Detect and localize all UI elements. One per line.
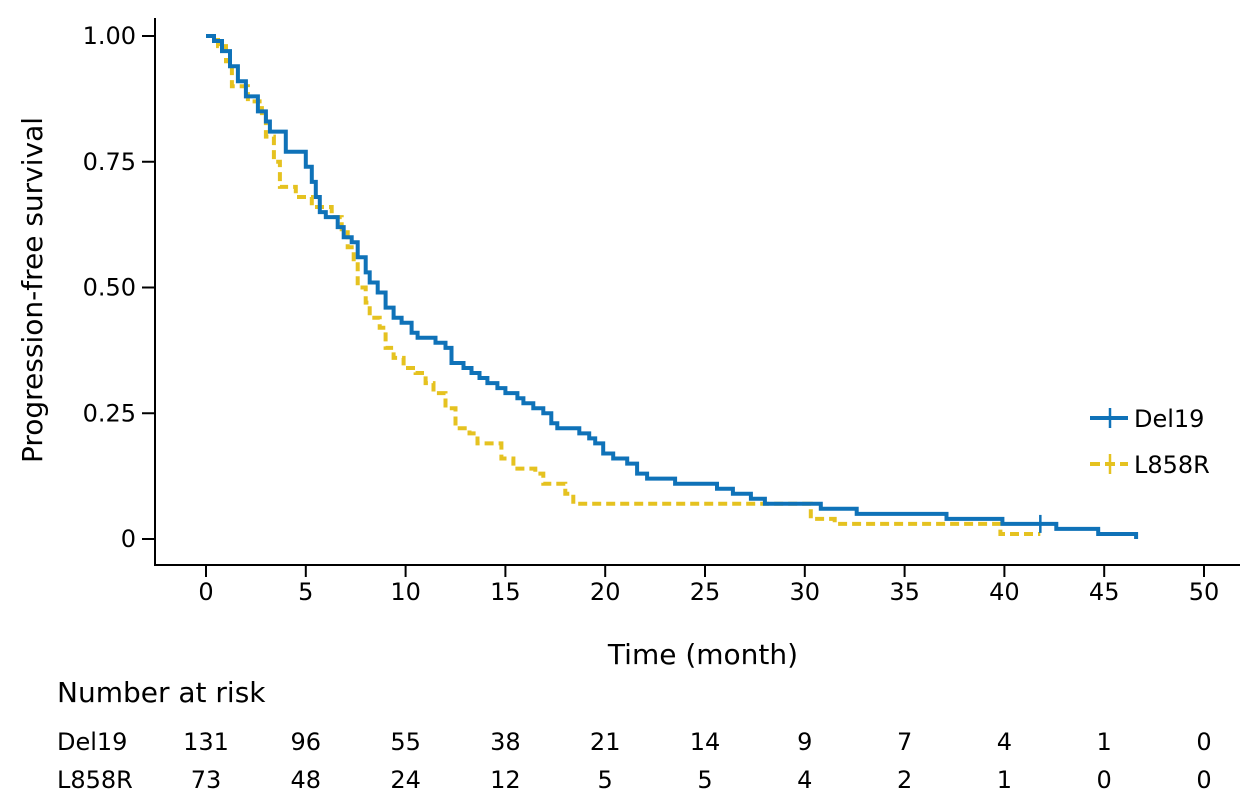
risk-count: 9 (797, 728, 812, 756)
risk-count: 2 (897, 766, 912, 794)
y-tick-label: 1.00 (83, 22, 136, 50)
risk-count: 5 (697, 766, 712, 794)
x-tick-label: 20 (590, 578, 621, 606)
x-tick-label: 25 (690, 578, 721, 606)
risk-row-label: L858R (57, 766, 133, 794)
risk-count: 0 (1196, 766, 1211, 794)
survival-curves (206, 34, 1139, 539)
risk-table-title: Number at risk (57, 676, 266, 709)
x-tick-label: 15 (490, 578, 521, 606)
risk-count: 24 (390, 766, 421, 794)
risk-count: 1 (1097, 728, 1112, 756)
x-tick-label: 50 (1189, 578, 1220, 606)
x-tick-label: 45 (1089, 578, 1120, 606)
y-axis-title: Progression-free survival (16, 117, 49, 463)
y-axis-ticks: 0 0.25 0.50 0.75 1.00 (83, 22, 155, 553)
risk-count: 4 (797, 766, 812, 794)
risk-count: 48 (291, 766, 322, 794)
series-line-del19 (206, 34, 1139, 539)
risk-count: 131 (183, 728, 229, 756)
risk-row-label: Del19 (57, 728, 127, 756)
risk-count: 0 (1097, 766, 1112, 794)
risk-count: 7 (897, 728, 912, 756)
x-tick-label: 40 (989, 578, 1020, 606)
legend: Del19 L858R (1090, 405, 1210, 479)
risk-count: 21 (590, 728, 621, 756)
y-tick-label: 0.50 (83, 274, 136, 302)
x-tick-label: 30 (790, 578, 821, 606)
risk-count: 73 (191, 766, 222, 794)
risk-count: 4 (997, 728, 1012, 756)
risk-count: 12 (490, 766, 521, 794)
risk-count: 14 (690, 728, 721, 756)
risk-count: 0 (1196, 728, 1211, 756)
risk-count: 5 (598, 766, 613, 794)
y-tick-label: 0.25 (83, 399, 136, 427)
x-tick-label: 10 (390, 578, 421, 606)
x-axis-ticks: 0 5 10 15 20 25 30 35 40 45 50 (198, 565, 1219, 606)
x-tick-label: 5 (298, 578, 313, 606)
series-line-l858r (206, 34, 1041, 536)
x-axis-title: Time (month) (607, 638, 798, 671)
x-tick-label: 0 (198, 578, 213, 606)
legend-label-del19: Del19 (1134, 405, 1204, 433)
risk-count: 96 (291, 728, 322, 756)
legend-label-l858r: L858R (1134, 451, 1210, 479)
risk-count: 1 (997, 766, 1012, 794)
y-tick-label: 0 (121, 525, 136, 553)
x-tick-label: 35 (889, 578, 920, 606)
y-tick-label: 0.75 (83, 148, 136, 176)
risk-count: 55 (390, 728, 421, 756)
risk-count: 38 (490, 728, 521, 756)
